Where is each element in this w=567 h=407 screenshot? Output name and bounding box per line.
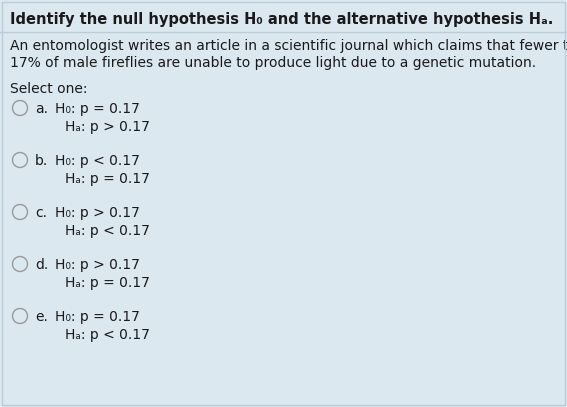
Text: H₀: p = 0.17: H₀: p = 0.17 [55,310,140,324]
Text: Hₐ: p < 0.17: Hₐ: p < 0.17 [65,224,150,238]
Text: c.: c. [35,206,47,220]
Text: Select one:: Select one: [10,82,87,96]
Text: a.: a. [35,102,48,116]
Text: Hₐ: p = 0.17: Hₐ: p = 0.17 [65,172,150,186]
Circle shape [12,309,28,324]
Circle shape [12,256,28,271]
Text: H₀: p > 0.17: H₀: p > 0.17 [55,258,140,272]
Text: H₀: p = 0.17: H₀: p = 0.17 [55,102,140,116]
Text: An entomologist writes an article in a scientific journal which claims that fewe: An entomologist writes an article in a s… [10,39,567,53]
Text: H₀: p > 0.17: H₀: p > 0.17 [55,206,140,220]
Text: 17% of male fireflies are unable to produce light due to a genetic mutation.: 17% of male fireflies are unable to prod… [10,56,536,70]
Text: e.: e. [35,310,48,324]
Text: Hₐ: p < 0.17: Hₐ: p < 0.17 [65,328,150,342]
Text: Hₐ: p = 0.17: Hₐ: p = 0.17 [65,276,150,290]
Circle shape [12,204,28,219]
Circle shape [12,153,28,168]
Text: Identify the null hypothesis H₀ and the alternative hypothesis Hₐ.: Identify the null hypothesis H₀ and the … [10,12,553,27]
Text: Hₐ: p > 0.17: Hₐ: p > 0.17 [65,120,150,134]
Text: H₀: p < 0.17: H₀: p < 0.17 [55,154,140,168]
Text: d.: d. [35,258,48,272]
Text: b.: b. [35,154,48,168]
Circle shape [12,101,28,116]
